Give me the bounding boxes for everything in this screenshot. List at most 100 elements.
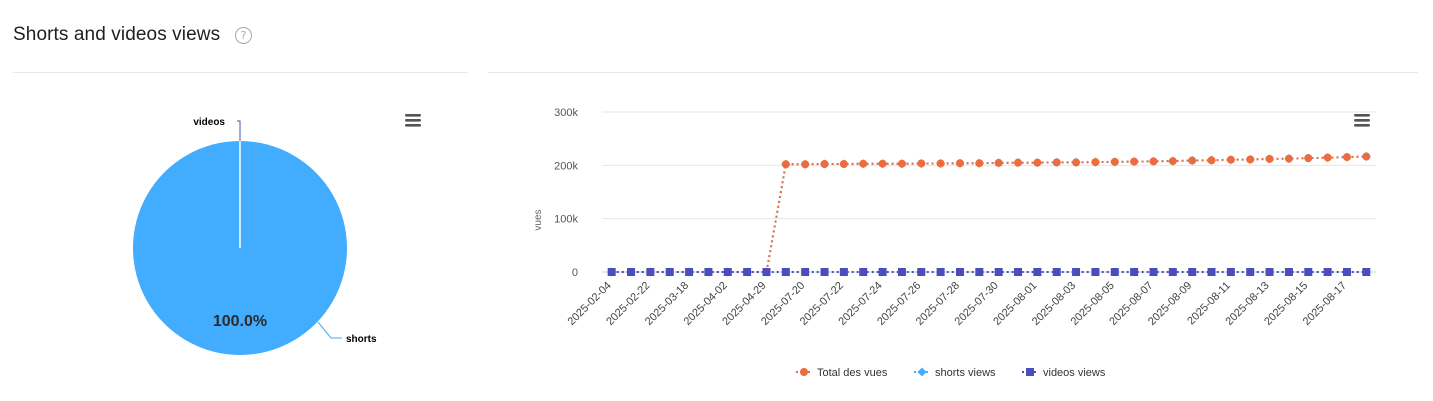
page-title: Shorts and videos views [13, 24, 221, 45]
point-videos-views[interactable] [917, 268, 926, 276]
point-total-des-vues[interactable] [1265, 154, 1274, 163]
pie-data-label: 100.0% [213, 313, 267, 330]
point-total-des-vues[interactable] [1246, 155, 1255, 164]
point-total-des-vues[interactable] [1362, 152, 1371, 161]
point-videos-views[interactable] [878, 268, 887, 276]
point-videos-views[interactable] [1168, 268, 1177, 276]
point-total-des-vues[interactable] [839, 160, 848, 168]
point-videos-views[interactable] [1304, 268, 1313, 276]
point-videos-views[interactable] [743, 268, 752, 276]
point-total-des-vues[interactable] [1342, 153, 1351, 162]
point-total-des-vues[interactable] [994, 158, 1003, 167]
point-videos-views[interactable] [1110, 268, 1119, 276]
y-tick-label: 200k [554, 160, 578, 172]
point-videos-views[interactable] [1342, 268, 1351, 276]
point-videos-views[interactable] [1052, 268, 1061, 276]
legend-label: videos views [1043, 367, 1106, 379]
point-videos-views[interactable] [1207, 268, 1216, 276]
point-videos-views[interactable] [897, 268, 906, 276]
point-total-des-vues[interactable] [1052, 158, 1061, 167]
y-tick-label: 300k [554, 107, 578, 119]
point-total-des-vues[interactable] [1149, 157, 1158, 166]
point-total-des-vues[interactable] [1284, 154, 1293, 163]
legend-marker[interactable] [800, 368, 808, 376]
point-videos-views[interactable] [1033, 268, 1042, 276]
point-total-des-vues[interactable] [801, 160, 810, 169]
point-total-des-vues[interactable] [1110, 157, 1119, 166]
point-videos-views[interactable] [1265, 268, 1274, 276]
point-total-des-vues[interactable] [1072, 158, 1081, 167]
point-total-des-vues[interactable] [975, 159, 984, 168]
point-videos-views[interactable] [975, 268, 984, 276]
point-total-des-vues[interactable] [859, 159, 868, 168]
point-videos-views[interactable] [994, 268, 1003, 276]
point-videos-views[interactable] [781, 268, 790, 276]
divider-right [488, 72, 1418, 73]
point-videos-views[interactable] [1149, 268, 1158, 276]
point-total-des-vues[interactable] [1130, 157, 1139, 166]
legend-marker[interactable] [917, 367, 927, 377]
point-videos-views[interactable] [762, 268, 771, 276]
point-videos-views[interactable] [1246, 268, 1255, 276]
point-videos-views[interactable] [1226, 268, 1235, 276]
point-total-des-vues[interactable] [878, 159, 887, 168]
pie-label-shorts: shorts [346, 334, 377, 345]
point-videos-views[interactable] [1284, 268, 1293, 276]
point-total-des-vues[interactable] [820, 160, 829, 168]
pie-menu-icon[interactable] [405, 114, 421, 127]
legend-item-total-des-vues[interactable]: Total des vues [796, 367, 888, 379]
point-videos-views[interactable] [646, 268, 655, 276]
point-videos-views[interactable] [607, 268, 616, 276]
point-videos-views[interactable] [1323, 268, 1332, 276]
point-total-des-vues[interactable] [1014, 158, 1023, 167]
point-total-des-vues[interactable] [1207, 156, 1216, 165]
line-menu-icon[interactable] [1354, 114, 1370, 127]
point-total-des-vues[interactable] [1304, 154, 1313, 163]
point-total-des-vues[interactable] [955, 159, 964, 168]
point-total-des-vues[interactable] [1323, 153, 1332, 162]
point-videos-views[interactable] [1362, 268, 1371, 276]
grid-lines [602, 111, 1376, 273]
point-videos-views[interactable] [801, 268, 810, 276]
point-total-des-vues[interactable] [1091, 158, 1100, 167]
point-total-des-vues[interactable] [1033, 158, 1042, 167]
point-total-des-vues[interactable] [936, 159, 945, 168]
point-videos-views[interactable] [704, 268, 713, 276]
point-videos-views[interactable] [665, 268, 674, 276]
point-videos-views[interactable] [1130, 268, 1139, 276]
point-videos-views[interactable] [685, 268, 694, 276]
point-videos-views[interactable] [955, 268, 964, 276]
legend-marker[interactable] [1026, 368, 1034, 376]
point-total-des-vues[interactable] [1168, 157, 1177, 166]
legend-item-videos-views[interactable]: videos views [1022, 367, 1106, 379]
point-videos-views[interactable] [627, 268, 636, 276]
point-videos-views[interactable] [839, 268, 848, 276]
pie-connector-videos [237, 120, 241, 141]
pie-connector-shorts [317, 321, 342, 339]
series-line-shorts-views [611, 155, 1367, 273]
y-axis-ticks: 0 100k 200k 300k [554, 107, 578, 279]
legend-item-shorts-views[interactable]: shorts views [914, 367, 996, 379]
point-videos-views[interactable] [936, 268, 945, 276]
y-tick-label: 0 [572, 267, 578, 279]
point-total-des-vues[interactable] [897, 159, 906, 168]
point-videos-views[interactable] [1188, 268, 1197, 276]
point-videos-views[interactable] [820, 268, 829, 276]
x-axis-ticks: 2025-02-042025-02-222025-03-182025-04-02… [566, 280, 1350, 328]
point-total-des-vues[interactable] [917, 159, 926, 168]
divider-left [13, 72, 468, 73]
point-videos-views[interactable] [1014, 268, 1023, 276]
point-videos-views[interactable] [859, 268, 868, 276]
point-videos-views[interactable] [723, 268, 732, 276]
series-line-total-des-vues [611, 155, 1367, 273]
legend-label: Total des vues [817, 367, 888, 379]
point-videos-views[interactable] [1072, 268, 1081, 276]
pie-chart: videos shorts 100.0% [132, 114, 421, 355]
point-videos-views[interactable] [1091, 268, 1100, 276]
point-total-des-vues[interactable] [781, 160, 790, 169]
point-total-des-vues[interactable] [1226, 155, 1235, 164]
y-axis-label: vues [533, 209, 544, 230]
series-lines [611, 155, 1367, 273]
help-icon[interactable]: ? [235, 27, 252, 44]
point-total-des-vues[interactable] [1188, 156, 1197, 165]
